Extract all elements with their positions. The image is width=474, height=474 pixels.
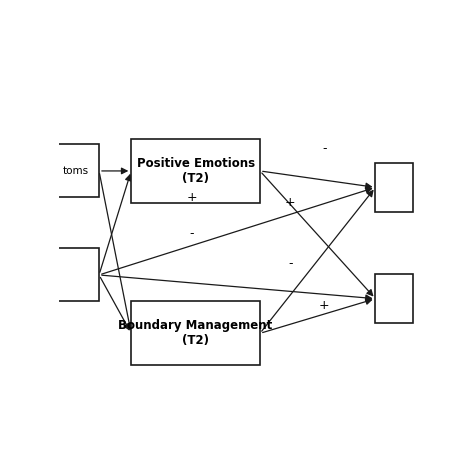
FancyBboxPatch shape — [375, 274, 413, 323]
Text: -: - — [322, 142, 327, 155]
Text: Boundary Management
(T2): Boundary Management (T2) — [118, 319, 273, 347]
Text: toms: toms — [63, 166, 89, 176]
Text: +: + — [319, 299, 329, 311]
Text: +: + — [186, 191, 197, 204]
FancyBboxPatch shape — [375, 163, 413, 212]
FancyBboxPatch shape — [131, 139, 260, 203]
Text: -: - — [190, 228, 194, 240]
Text: Positive Emotions
(T2): Positive Emotions (T2) — [137, 157, 255, 185]
Text: -: - — [288, 256, 292, 270]
FancyBboxPatch shape — [48, 145, 99, 197]
FancyBboxPatch shape — [131, 301, 260, 365]
Text: +: + — [285, 196, 296, 210]
FancyBboxPatch shape — [48, 248, 99, 301]
